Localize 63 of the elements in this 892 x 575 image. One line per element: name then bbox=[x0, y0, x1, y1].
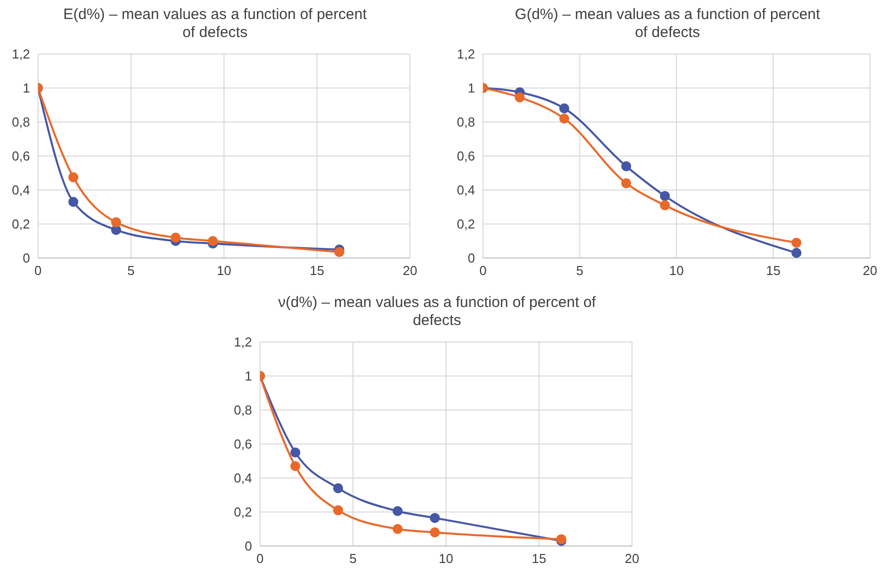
point bbox=[208, 236, 218, 246]
y-tick-label: 0,4 bbox=[234, 470, 252, 486]
point bbox=[559, 103, 570, 114]
y-tick-label: 0,6 bbox=[12, 148, 30, 164]
point bbox=[170, 232, 181, 243]
x-tick-label: 5 bbox=[349, 551, 357, 566]
point bbox=[334, 247, 344, 258]
chart-title: ν(d%) – mean values as a function of percent of defects bbox=[277, 294, 597, 331]
point bbox=[660, 190, 670, 201]
y-tick-label: 1 bbox=[22, 80, 30, 96]
point bbox=[392, 506, 403, 516]
y-tick-label: 0,8 bbox=[456, 114, 475, 130]
y-tick-label: 0,6 bbox=[234, 436, 252, 452]
y-tick-label: 0,2 bbox=[234, 504, 252, 520]
point bbox=[111, 217, 122, 228]
x-tick-label: 20 bbox=[862, 263, 878, 278]
point bbox=[791, 238, 802, 248]
y-tick-label: 1,2 bbox=[12, 46, 30, 62]
x-tick-label: 20 bbox=[624, 551, 640, 566]
point bbox=[621, 161, 632, 172]
point bbox=[68, 172, 78, 182]
y-tick-label: 0,6 bbox=[456, 148, 475, 164]
point bbox=[430, 527, 440, 538]
x-tick-label: 0 bbox=[256, 551, 264, 566]
y-tick-label: 0,8 bbox=[234, 402, 252, 418]
chart-title: G(d%) – mean values as a function of percent of defects bbox=[514, 6, 822, 43]
y-tick-label: 0,4 bbox=[456, 182, 475, 198]
point bbox=[290, 461, 300, 472]
point bbox=[621, 178, 632, 188]
x-tick-label: 15 bbox=[310, 263, 324, 278]
y-tick-label: 1,2 bbox=[456, 46, 475, 62]
y-tick-label: 1 bbox=[468, 80, 475, 96]
y-tick-label: 0 bbox=[22, 250, 30, 266]
x-tick-label: 5 bbox=[127, 263, 135, 278]
x-tick-label: 20 bbox=[402, 263, 418, 278]
point bbox=[514, 92, 525, 102]
x-tick-label: 10 bbox=[669, 263, 684, 278]
point bbox=[559, 114, 570, 124]
point bbox=[333, 483, 344, 494]
point bbox=[111, 224, 122, 235]
y-tick-label: 0,8 bbox=[12, 114, 30, 130]
point bbox=[392, 524, 403, 534]
x-tick-label: 15 bbox=[532, 551, 546, 566]
y-tick-label: 0,2 bbox=[12, 216, 30, 232]
point bbox=[430, 512, 440, 523]
point bbox=[791, 248, 802, 258]
y-tick-label: 0 bbox=[244, 538, 252, 554]
point bbox=[333, 505, 344, 516]
x-tick-label: 5 bbox=[576, 263, 584, 278]
x-tick-label: 10 bbox=[216, 263, 232, 278]
y-tick-label: 0,2 bbox=[456, 216, 475, 232]
point bbox=[68, 196, 78, 207]
point bbox=[290, 448, 300, 458]
x-tick-label: 0 bbox=[479, 263, 487, 278]
point bbox=[660, 200, 670, 210]
x-tick-label: 0 bbox=[34, 263, 42, 278]
y-tick-label: 1,2 bbox=[234, 334, 252, 350]
y-tick-label: 0,4 bbox=[12, 182, 30, 198]
chart-title: E(d%) – mean values as a function of percent of defects bbox=[62, 6, 368, 43]
y-tick-label: 0 bbox=[468, 250, 475, 266]
x-tick-label: 10 bbox=[438, 551, 454, 566]
y-tick-label: 1 bbox=[244, 368, 252, 384]
x-tick-label: 15 bbox=[766, 263, 780, 278]
